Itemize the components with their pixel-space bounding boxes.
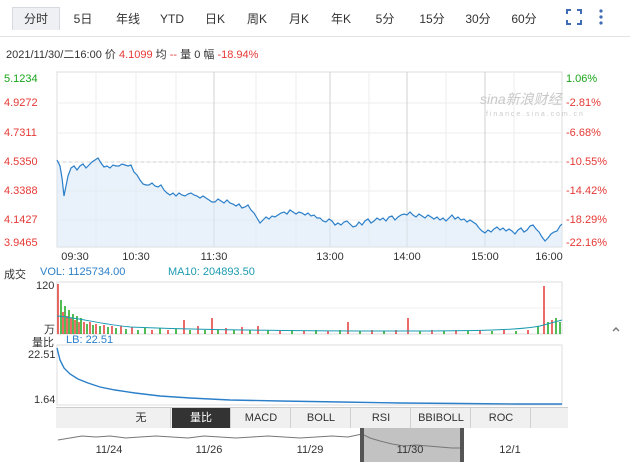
price-axis-label: 4.7311 (4, 127, 37, 139)
price-axis-label: 4.3388 (4, 185, 38, 197)
tab-60min[interactable]: 60分 (511, 12, 537, 26)
tab-5min[interactable]: 5分 (375, 12, 395, 26)
price-axis-label: 4.9272 (4, 97, 38, 109)
indicator-none[interactable]: 无 (112, 408, 171, 428)
ratio-axis-bottom: 1.64 (34, 394, 56, 406)
navigator-date: 11/26 (195, 444, 223, 456)
tab-yearline[interactable]: 年线 (115, 12, 140, 26)
pct-axis-label: -2.81% (566, 97, 601, 109)
vol-value: 0 (194, 49, 201, 61)
pct-axis-label: -18.29% (566, 214, 607, 226)
tab-daily-k[interactable]: 日K (204, 12, 225, 26)
time-axis-label: 13:00 (316, 251, 344, 263)
indicator-volume-ratio[interactable]: 量比 (172, 408, 231, 428)
time-axis-label: 11:30 (200, 251, 228, 263)
tab-intraday[interactable]: 分时 (12, 7, 60, 30)
price-line (56, 157, 563, 242)
price-axis-label: 4.1427 (4, 214, 38, 226)
indicator-roc[interactable]: ROC (472, 408, 531, 428)
price-value: 4.1099 (118, 49, 153, 61)
avg-value: -- (169, 49, 178, 61)
volume-bars (57, 284, 561, 334)
pct-axis-label: -22.16% (566, 237, 607, 249)
chg-value: -18.94% (217, 49, 259, 61)
more-vert-icon[interactable] (598, 9, 604, 28)
time-axis-label: 14:00 (393, 251, 421, 263)
pct-axis-label: -10.55% (566, 156, 607, 168)
price-axis-label: 5.1234 (4, 73, 38, 85)
tab-30min[interactable]: 30分 (465, 12, 491, 26)
volume-ma-line (56, 315, 563, 332)
watermark-url: f i n a n c e . s i n a . c o m . c n (486, 111, 583, 118)
collapse-icon[interactable] (610, 323, 622, 341)
navigator-left-handle[interactable] (360, 428, 364, 462)
price-axis-label: 3.9465 (4, 237, 38, 249)
tab-15min[interactable]: 15分 (419, 12, 445, 26)
vol-label: 量 (180, 49, 192, 61)
ratio-axis-top: 22.51 (28, 349, 56, 361)
volume-panel-title: 成交 (4, 269, 26, 281)
volume-ma-value: MA10: 204893.50 (168, 266, 255, 278)
tab-weekly-k[interactable]: 周K (246, 12, 267, 26)
price-area (57, 158, 562, 247)
navigator-right-handle[interactable] (460, 428, 464, 462)
quote-datetime: 2021/11/30/二16:00 (6, 49, 102, 61)
ratio-panel-title: 量比 (32, 337, 54, 349)
price-axis-label: 4.5350 (4, 156, 38, 168)
indicator-boll[interactable]: BOLL (292, 408, 351, 428)
indicator-macd[interactable]: MACD (232, 408, 291, 428)
chg-label: 幅 (203, 49, 215, 61)
tab-ytd[interactable]: YTD (160, 12, 184, 26)
volume-ratio-line (56, 347, 562, 405)
pct-axis-label: 1.06% (566, 73, 598, 85)
ratio-value: LB: 22.51 (66, 334, 114, 346)
price-label: 价 (104, 49, 116, 61)
time-axis-label: 16:00 (535, 251, 563, 263)
volume-axis-top: 120 (36, 280, 55, 292)
navigator-date: 11/29 (296, 444, 324, 456)
indicator-rsi[interactable]: RSI (352, 408, 411, 428)
navigator-date: 11/24 (95, 444, 123, 456)
tab-yearly-k[interactable]: 年K (330, 12, 351, 26)
watermark-logo: sina新浪财经 (480, 91, 564, 107)
volume-axis-unit: 万 (44, 324, 55, 336)
time-axis-label: 10:30 (122, 251, 150, 263)
indicator-bbiboll[interactable]: BBIBOLL (412, 408, 471, 428)
period-tab-bar: 分时 5日 年线 YTD 日K 周K 月K 年K 5分 15分 30分 60分 (0, 0, 630, 37)
tab-monthly-k[interactable]: 月K (288, 12, 309, 26)
expand-icon[interactable] (566, 9, 582, 28)
avg-label: 均 (155, 49, 167, 61)
quote-info-bar: 2021/11/30/二16:00 价 4.1099 均 -- 量 0 幅 -1… (6, 46, 258, 62)
time-axis-label: 15:00 (471, 251, 499, 263)
tab-5day[interactable]: 5日 (73, 12, 93, 26)
time-axis-label: 09:30 (61, 251, 89, 263)
volume-value: VOL: 1125734.00 (40, 266, 126, 278)
pct-axis-label: -14.42% (566, 185, 607, 197)
indicator-bar: 无 量比 MACD BOLL RSI BBIBOLL ROC (56, 407, 568, 428)
navigator-line (57, 433, 460, 449)
navigator-date: 12/1 (499, 444, 521, 456)
pct-axis-label: -6.68% (566, 127, 601, 139)
navigator-date: 11/30 (396, 444, 424, 456)
